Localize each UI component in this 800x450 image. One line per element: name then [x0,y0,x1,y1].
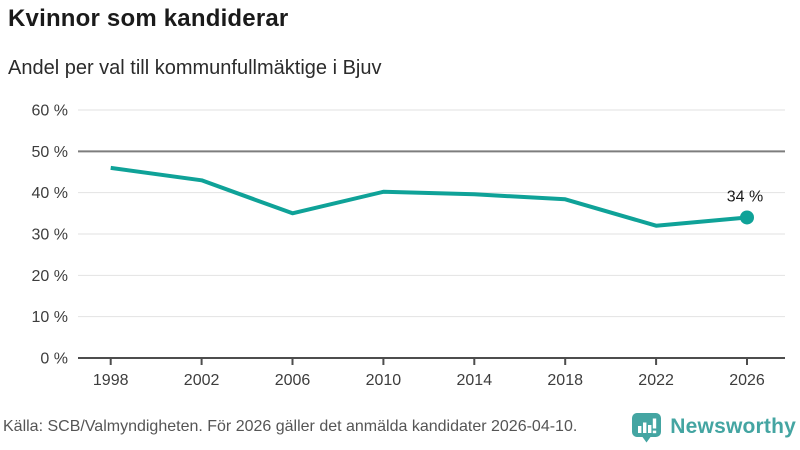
end-point-marker [740,210,754,225]
chart-subtitle: Andel per val till kommunfullmäktige i B… [8,57,382,79]
x-tick-label: 1998 [93,372,129,389]
newsworthy-logo-icon [632,412,662,442]
x-tick-label: 2010 [366,372,402,389]
y-tick-label: 0 % [40,351,68,368]
y-tick-label: 60 % [32,103,68,120]
source-note: Källa: SCB/Valmyndigheten. För 2026 gäll… [3,418,578,435]
y-tick-label: 10 % [32,309,68,326]
x-tick-label: 2018 [547,372,583,389]
y-tick-label: 20 % [32,268,68,285]
y-tick-label: 30 % [32,227,68,244]
end-point-label: 34 % [727,188,763,205]
x-tick-label: 2002 [184,372,220,389]
newsworthy-wordmark: Newsworthy [670,415,796,438]
x-tick-label: 2014 [457,372,493,389]
chart-title: Kvinnor som kandiderar [8,5,289,32]
newsworthy-logo: Newsworthy [630,412,796,443]
y-tick-label: 40 % [32,185,68,202]
y-tick-label: 50 % [32,144,68,161]
x-tick-label: 2022 [638,372,674,389]
line-chart: 0 % 10 % 20 % 30 % 40 % 50 % 60 % 1998 2002 2006 2… [32,103,785,389]
x-tick-label: 2006 [275,372,311,389]
data-series-line [110,165,748,228]
x-tick-label: 2026 [729,372,765,389]
footer: Källa: SCB/Valmyndigheten. För 2026 gäll… [0,410,800,444]
